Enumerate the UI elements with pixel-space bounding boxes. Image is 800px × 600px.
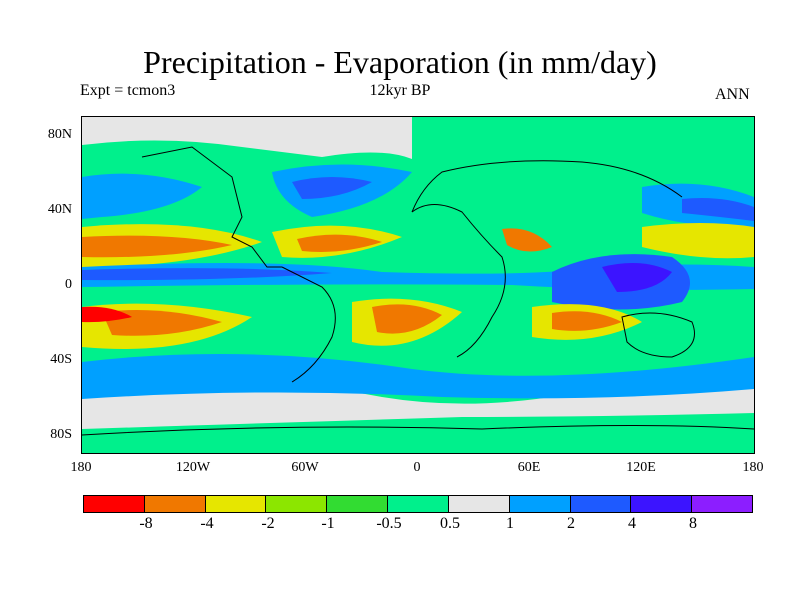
indian-ocean-dry-orange bbox=[552, 311, 622, 331]
north-pacific-dry-orange bbox=[82, 235, 232, 258]
colorbar-label: 1 bbox=[506, 515, 514, 532]
coastlines bbox=[82, 146, 754, 436]
season-label: ANN bbox=[715, 86, 750, 103]
north-america-coast bbox=[141, 146, 282, 268]
lat-label-80s: 80S bbox=[50, 427, 72, 442]
lon-label-120e: 120E bbox=[626, 460, 656, 475]
lon-label-60e: 60E bbox=[517, 460, 541, 475]
precip-evap-map bbox=[81, 116, 755, 454]
colorbar-cell bbox=[448, 496, 510, 512]
colorbar-cell bbox=[570, 496, 632, 512]
south-pacific-dry-orange bbox=[102, 309, 222, 336]
colorbar-label: 8 bbox=[689, 515, 697, 532]
gulf-stream-core bbox=[292, 177, 372, 199]
lat-label-40s: 40S bbox=[50, 352, 72, 367]
colorbar-label: -2 bbox=[261, 515, 275, 532]
experiment-label: Expt = tcmon3 bbox=[80, 82, 176, 99]
lat-label-0: 0 bbox=[65, 277, 72, 292]
colorbar-cell bbox=[84, 496, 145, 512]
colorbar-cell bbox=[144, 496, 206, 512]
south-america-coast bbox=[281, 266, 336, 383]
south-pacific-dry-red bbox=[82, 306, 132, 323]
lat-label-80n: 80N bbox=[47, 127, 72, 142]
colorbar-cell bbox=[692, 496, 752, 512]
australia-coast bbox=[621, 312, 695, 358]
colorbar-cell bbox=[509, 496, 571, 512]
colorbar-label: 0.5 bbox=[440, 515, 460, 532]
colorbar-cell bbox=[205, 496, 267, 512]
arctic-grey-zone bbox=[82, 117, 412, 159]
lon-label-0: 0 bbox=[413, 460, 421, 475]
map-title: Precipitation - Evaporation (in mm/day) bbox=[143, 44, 657, 80]
colorbar-cell bbox=[266, 496, 328, 512]
antarctica-coast bbox=[82, 425, 754, 436]
colorbar-label: -4 bbox=[200, 515, 214, 532]
colorbar-cell bbox=[388, 496, 449, 512]
maritime-continent-core bbox=[602, 263, 672, 292]
colorbar-label: -0.5 bbox=[376, 515, 402, 532]
southern-storm-track bbox=[82, 353, 754, 399]
lat-label-40n: 40N bbox=[47, 202, 72, 217]
africa-coast bbox=[411, 204, 506, 358]
south-atlantic-dry-orange bbox=[372, 304, 442, 334]
west-pacific-dry-yellow bbox=[642, 223, 754, 259]
lon-label-180w: 180 bbox=[70, 460, 92, 475]
arabian-sea-dry bbox=[502, 228, 552, 252]
north-pacific-track-east bbox=[82, 173, 202, 219]
itcz-pacific-core bbox=[82, 268, 332, 281]
north-atlantic-dry-orange bbox=[297, 234, 382, 252]
colorbar-cell bbox=[327, 496, 389, 512]
colorbar-label: -8 bbox=[139, 515, 153, 532]
colorbar-label: 4 bbox=[628, 515, 636, 532]
lon-label-120w: 120W bbox=[175, 460, 211, 475]
colorbar-label: -1 bbox=[321, 515, 335, 532]
lon-label-60w: 60W bbox=[291, 460, 319, 475]
lon-label-180e: 180 bbox=[742, 460, 764, 475]
colorbar-cell bbox=[631, 496, 693, 512]
kuroshio-core bbox=[682, 198, 754, 221]
colorbar-label: 2 bbox=[567, 515, 575, 532]
colorbar bbox=[83, 495, 753, 513]
era-label: 12kyr BP bbox=[369, 82, 431, 99]
eurasia-coast bbox=[411, 160, 683, 213]
